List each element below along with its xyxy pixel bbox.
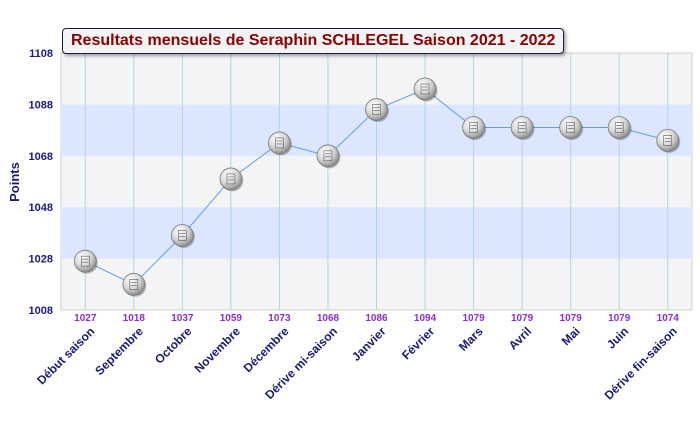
data-label: 1018 [123, 313, 146, 324]
data-point [73, 249, 98, 274]
x-tick-label: Mars [456, 324, 486, 354]
x-tick-label: Novembre [192, 324, 244, 376]
data-point-marker [316, 144, 340, 168]
data-point-emblem [129, 278, 139, 290]
data-point [607, 116, 632, 141]
x-tick-label: Février [399, 324, 437, 362]
y-tick-label: 1008 [29, 305, 53, 317]
x-tick-label: Janvier [349, 324, 389, 364]
data-label: 1079 [511, 313, 534, 324]
data-point-emblem [517, 122, 527, 133]
data-point-marker [462, 116, 485, 139]
y-tick-label: 1028 [29, 254, 53, 266]
data-point-marker [73, 249, 97, 273]
data-point [413, 77, 438, 102]
data-point-emblem [566, 122, 575, 133]
data-point-emblem [614, 122, 624, 133]
data-label: 1073 [268, 313, 291, 324]
data-point-marker [607, 116, 631, 139]
data-point-emblem [80, 255, 90, 267]
data-point-marker [122, 272, 146, 296]
x-tick-label: Mai [559, 324, 583, 348]
data-point-emblem [275, 137, 284, 149]
data-point-marker [268, 131, 291, 155]
data-point-emblem [663, 135, 673, 146]
data-point-marker [559, 116, 583, 139]
x-tick-label: Octobre [152, 324, 195, 367]
data-label: 1094 [414, 313, 437, 324]
data-point [510, 116, 535, 141]
data-point [122, 272, 147, 297]
chart-title: Resultats mensuels de Seraphin SCHLEGEL … [62, 28, 565, 54]
x-tick-label: Juin [604, 324, 631, 351]
data-label: 1027 [74, 313, 97, 324]
x-tick-label: Avril [506, 324, 534, 352]
x-tick-label: Début saison [34, 324, 97, 387]
data-label: 1079 [560, 313, 583, 324]
data-point [219, 167, 244, 192]
y-tick-label: 1108 [29, 48, 53, 60]
data-label: 1068 [317, 313, 340, 324]
data-point [462, 116, 487, 141]
data-point-emblem [420, 83, 430, 95]
y-axis-label: Points [7, 162, 22, 202]
data-point [656, 128, 681, 153]
data-point [365, 98, 389, 123]
data-point [559, 116, 584, 141]
x-tick-label: Décembre [241, 324, 292, 375]
data-point-emblem [323, 150, 333, 162]
data-point [268, 131, 292, 156]
data-point-emblem [178, 230, 187, 241]
y-tick-label: 1068 [29, 151, 53, 163]
data-label: 1037 [171, 313, 194, 324]
data-point-marker [365, 98, 388, 121]
data-label: 1079 [608, 313, 631, 324]
data-point-marker [219, 167, 243, 191]
y-tick-label: 1048 [29, 202, 53, 214]
data-point-marker [656, 128, 680, 152]
data-label: 1086 [365, 313, 388, 324]
data-point-marker [510, 116, 534, 139]
data-point-marker [413, 77, 437, 101]
y-tick-label: 1088 [29, 99, 53, 111]
data-label: 1059 [220, 313, 243, 324]
data-point-emblem [372, 104, 381, 115]
data-label: 1074 [657, 313, 680, 324]
data-point-emblem [469, 122, 478, 133]
x-tick-label: Septembre [92, 324, 146, 378]
data-point [170, 224, 195, 248]
data-point [316, 144, 341, 169]
data-point-marker [170, 224, 194, 247]
data-label: 1079 [462, 313, 485, 324]
data-point-emblem [226, 173, 236, 185]
